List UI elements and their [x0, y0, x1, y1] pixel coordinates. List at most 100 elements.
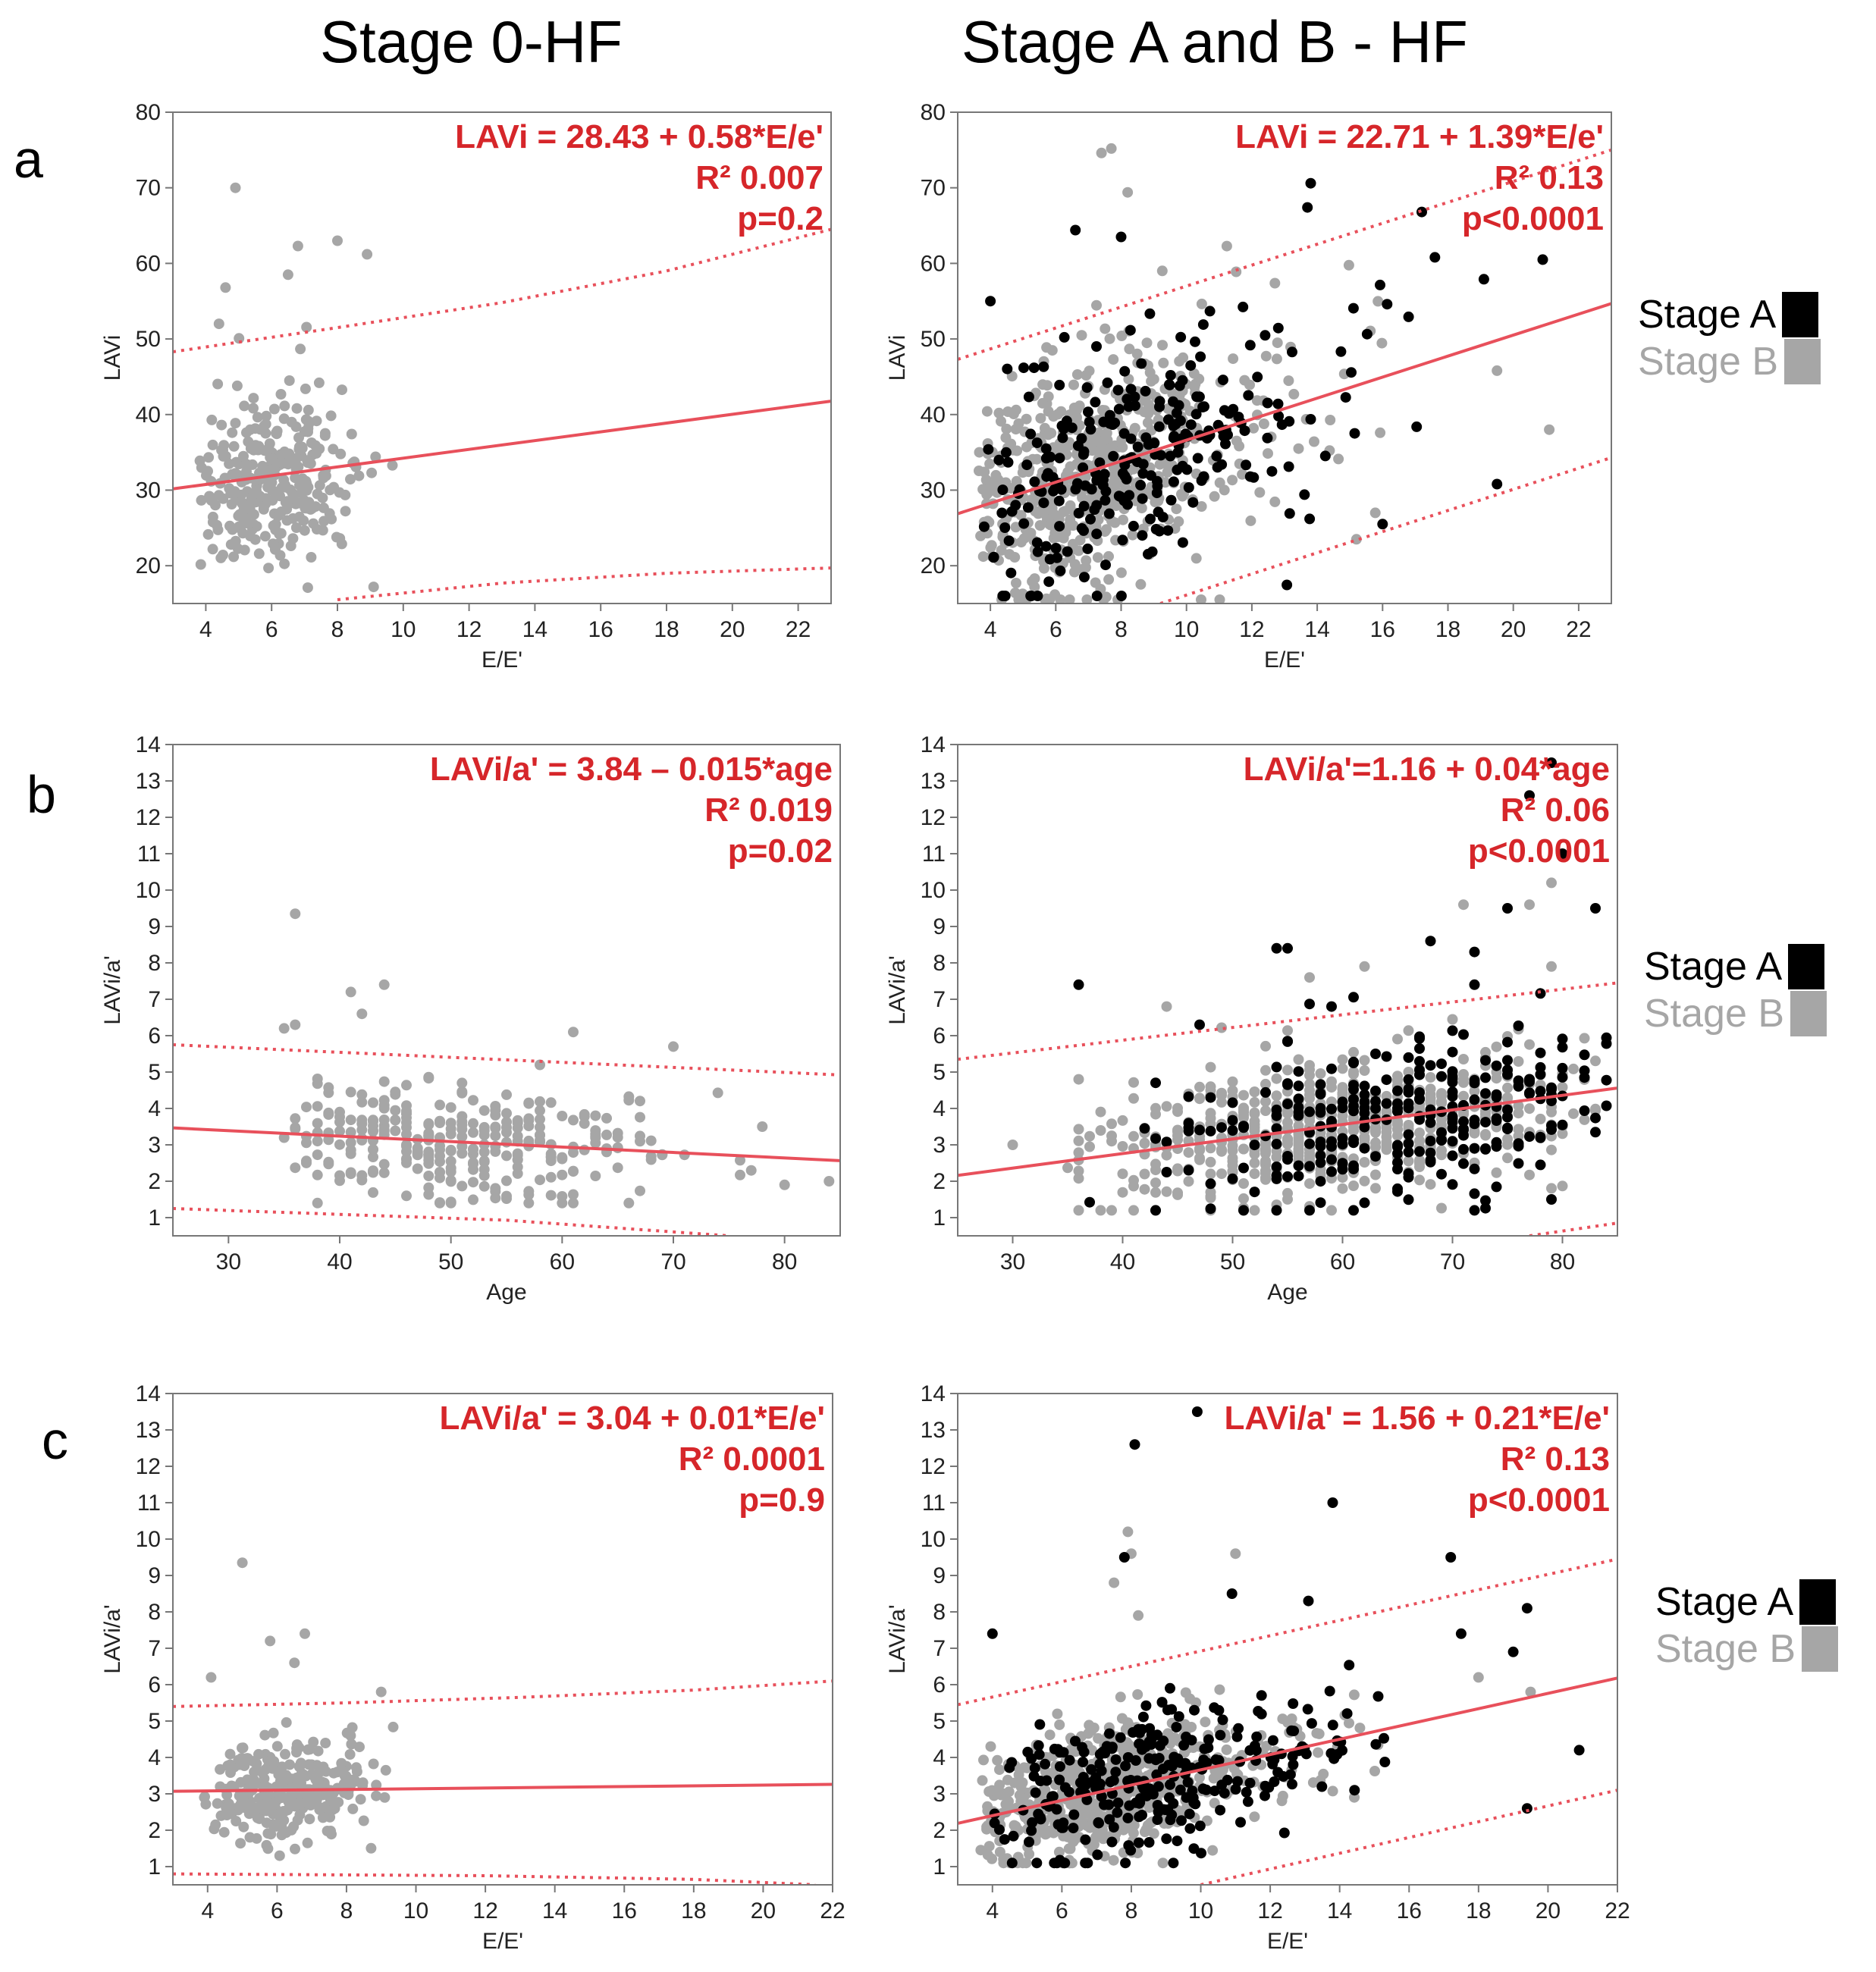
data-point-stage-0	[260, 493, 271, 504]
data-point-stage-a	[1379, 1757, 1391, 1767]
data-point-stage-b	[1017, 588, 1028, 600]
data-point-stage-a	[978, 521, 990, 532]
data-point-stage-a	[1152, 1729, 1163, 1741]
data-point-stage-b	[1348, 1068, 1359, 1080]
data-point-stage-a	[1145, 513, 1156, 525]
data-point-stage-b	[1093, 1732, 1104, 1744]
left-column-title: Stage 0-HF	[320, 8, 623, 75]
data-point-stage-a	[1006, 506, 1018, 517]
data-point-stage-a	[1293, 1160, 1304, 1171]
data-point-stage-a	[1203, 1742, 1214, 1754]
data-point-stage-0	[268, 485, 279, 497]
x-tick-label: 50	[438, 1249, 463, 1274]
data-point-stage-b	[1227, 1140, 1238, 1152]
data-point-stage-b	[1139, 1168, 1150, 1180]
x-tick-label: 20	[1501, 617, 1526, 642]
data-point-stage-b	[1502, 1133, 1513, 1145]
data-point-stage-a	[1425, 1155, 1436, 1166]
data-point-stage-b	[1080, 562, 1091, 573]
data-point-stage-a	[1056, 484, 1067, 495]
data-point-stage-a	[1425, 1135, 1436, 1146]
y-tick-label: 30	[136, 478, 161, 503]
data-point-stage-0	[244, 503, 256, 514]
data-point-stage-a	[1271, 1139, 1282, 1149]
data-point-stage-b	[1097, 405, 1108, 415]
y-tick-label: 40	[921, 403, 946, 428]
data-point-stage-b	[1337, 1172, 1348, 1184]
data-point-stage-a	[1480, 1088, 1491, 1099]
data-point-stage-a	[1128, 1727, 1139, 1738]
y-axis-label: LAVi/a'	[885, 1604, 910, 1673]
data-point-stage-a	[1403, 1146, 1414, 1158]
data-point-stage-a	[1210, 1754, 1222, 1765]
data-point-stage-0	[345, 474, 356, 485]
data-point-stage-0	[265, 465, 276, 476]
data-point-stage-b	[1304, 1178, 1315, 1190]
data-point-stage-b	[1546, 877, 1557, 889]
data-point-stage-0	[501, 1150, 512, 1162]
data-point-stage-0	[390, 1105, 401, 1116]
data-point-stage-a	[1244, 471, 1256, 482]
x-tick-label: 18	[1466, 1898, 1491, 1923]
y-tick-label: 14	[921, 1381, 946, 1406]
data-point-stage-a	[1288, 1759, 1299, 1770]
data-point-stage-a	[1601, 1032, 1612, 1043]
data-point-stage-b	[1293, 443, 1304, 454]
y-tick-label: 30	[921, 478, 946, 503]
data-point-stage-0	[279, 558, 290, 569]
row-label-a: a	[14, 130, 43, 189]
data-point-stage-0	[245, 531, 256, 541]
data-point-stage-a	[1100, 494, 1111, 506]
data-point-stage-a	[1315, 1136, 1326, 1148]
data-point-stage-a	[1293, 1171, 1304, 1182]
data-point-stage-a	[1271, 1162, 1282, 1172]
data-point-stage-a	[1304, 513, 1316, 525]
data-point-stage-a	[1348, 1163, 1359, 1174]
data-point-stage-0	[401, 1153, 412, 1165]
data-point-stage-a	[1100, 486, 1112, 497]
data-point-stage-a	[1040, 443, 1052, 454]
data-point-stage-b	[1271, 1090, 1282, 1102]
x-tick-label: 20	[1536, 1898, 1561, 1923]
data-point-stage-0	[312, 1101, 323, 1112]
legend-swatch-stage-a	[1782, 292, 1819, 337]
data-point-stage-0	[468, 1127, 478, 1138]
data-point-stage-b	[1106, 1118, 1117, 1130]
data-point-stage-a	[1305, 414, 1316, 425]
data-point-stage-a	[1043, 576, 1055, 588]
data-point-stage-a	[1226, 1588, 1238, 1599]
data-point-stage-0	[300, 383, 311, 394]
data-point-stage-a	[1133, 1837, 1144, 1848]
data-point-stage-a	[1382, 299, 1393, 310]
data-point-stage-a	[1436, 1127, 1447, 1138]
data-point-stage-0	[252, 412, 263, 423]
data-point-stage-b	[977, 1775, 988, 1786]
data-point-stage-a	[1392, 1157, 1403, 1168]
data-point-stage-b	[1131, 348, 1143, 359]
data-point-stage-b	[1370, 1183, 1381, 1194]
data-point-stage-0	[224, 458, 235, 469]
data-point-stage-a	[1051, 1804, 1062, 1815]
data-point-stage-a	[1359, 1080, 1370, 1092]
data-point-stage-a	[1217, 375, 1228, 386]
data-point-stage-a	[1166, 1760, 1178, 1772]
data-point-stage-a	[1072, 440, 1084, 451]
regression-annotation: LAVi = 28.43 + 0.58*E/e' R² 0.007 p=0.2	[455, 117, 823, 240]
data-point-stage-0	[353, 470, 365, 481]
data-point-stage-a	[1083, 406, 1093, 418]
data-point-stage-a	[1346, 367, 1357, 378]
data-point-stage-a	[1436, 1071, 1447, 1082]
data-point-stage-b	[1009, 552, 1021, 563]
data-point-stage-a	[1138, 1783, 1150, 1795]
data-point-stage-a	[1304, 1106, 1315, 1118]
data-point-stage-a	[1403, 1052, 1414, 1063]
data-point-stage-a	[1091, 591, 1103, 601]
data-point-stage-a	[1165, 1682, 1175, 1694]
data-point-stage-0	[196, 494, 207, 506]
data-point-stage-0	[275, 456, 287, 468]
data-point-stage-b	[1425, 1179, 1436, 1190]
data-point-stage-0	[490, 1123, 501, 1133]
data-point-stage-b	[1127, 529, 1138, 541]
data-point-stage-b	[1161, 1149, 1172, 1161]
